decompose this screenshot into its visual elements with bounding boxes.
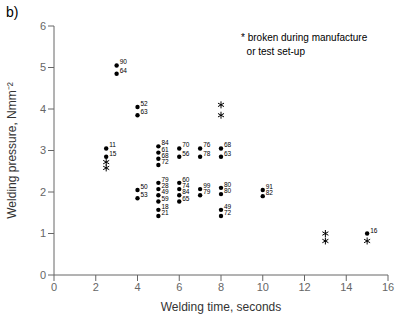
svg-text:68: 68: [224, 141, 232, 148]
svg-text:12: 12: [298, 281, 310, 293]
svg-text:59: 59: [161, 195, 169, 202]
svg-text:63: 63: [224, 150, 232, 157]
svg-text:11: 11: [109, 141, 116, 148]
svg-text:82: 82: [266, 189, 274, 196]
svg-text:72: 72: [161, 158, 169, 165]
svg-text:21: 21: [161, 209, 169, 216]
svg-text:84: 84: [182, 188, 190, 196]
svg-text:10: 10: [257, 281, 269, 293]
svg-text:74: 74: [182, 182, 190, 190]
svg-text:84: 84: [161, 139, 169, 147]
svg-text:90: 90: [120, 58, 128, 65]
svg-text:8: 8: [218, 281, 224, 293]
svg-text:4: 4: [134, 281, 140, 293]
svg-text:18: 18: [161, 202, 169, 210]
svg-text:14: 14: [340, 281, 352, 293]
svg-text:16: 16: [382, 281, 392, 293]
svg-text:Welding time, seconds: Welding time, seconds: [161, 300, 282, 314]
svg-text:65: 65: [182, 195, 190, 202]
svg-text:28: 28: [161, 182, 169, 190]
svg-text:56: 56: [182, 150, 190, 157]
svg-text:52: 52: [141, 100, 149, 107]
svg-text:5: 5: [40, 61, 46, 73]
svg-text:Welding pressure, Nmm⁻²: Welding pressure, Nmm⁻²: [8, 82, 19, 218]
svg-text:91: 91: [265, 182, 273, 190]
html-text:or test set-up: or test set-up: [241, 46, 305, 57]
html-text:b): b): [6, 4, 19, 20]
svg-text:6: 6: [40, 20, 46, 32]
svg-text:49: 49: [224, 202, 232, 210]
svg-text:63: 63: [141, 108, 149, 115]
html-text:* broken during manufacture: * broken during manufacture: [241, 32, 368, 43]
svg-text:4: 4: [40, 103, 46, 115]
svg-text:70: 70: [182, 141, 190, 148]
svg-text:72: 72: [224, 209, 232, 216]
svg-text:79: 79: [203, 188, 211, 195]
svg-text:50: 50: [141, 183, 149, 190]
svg-text:49: 49: [161, 188, 169, 196]
svg-text:68: 68: [161, 151, 169, 159]
svg-text:15: 15: [109, 150, 117, 157]
svg-text:1: 1: [40, 227, 46, 239]
svg-text:76: 76: [203, 141, 211, 148]
svg-text:3: 3: [40, 144, 46, 156]
svg-text:0: 0: [51, 281, 57, 293]
svg-text:61: 61: [161, 145, 169, 153]
svg-text:80: 80: [224, 180, 232, 188]
svg-text:6: 6: [176, 281, 182, 293]
svg-text:53: 53: [141, 191, 149, 198]
svg-text:2: 2: [93, 281, 99, 293]
svg-text:0: 0: [40, 269, 46, 281]
svg-text:60: 60: [182, 175, 190, 183]
svg-text:80: 80: [224, 187, 232, 194]
svg-text:79: 79: [161, 175, 169, 183]
svg-text:64: 64: [120, 67, 128, 74]
svg-text:99: 99: [203, 182, 211, 190]
svg-text:2: 2: [40, 186, 46, 198]
svg-text:16: 16: [370, 227, 378, 234]
svg-text:78: 78: [203, 150, 211, 157]
